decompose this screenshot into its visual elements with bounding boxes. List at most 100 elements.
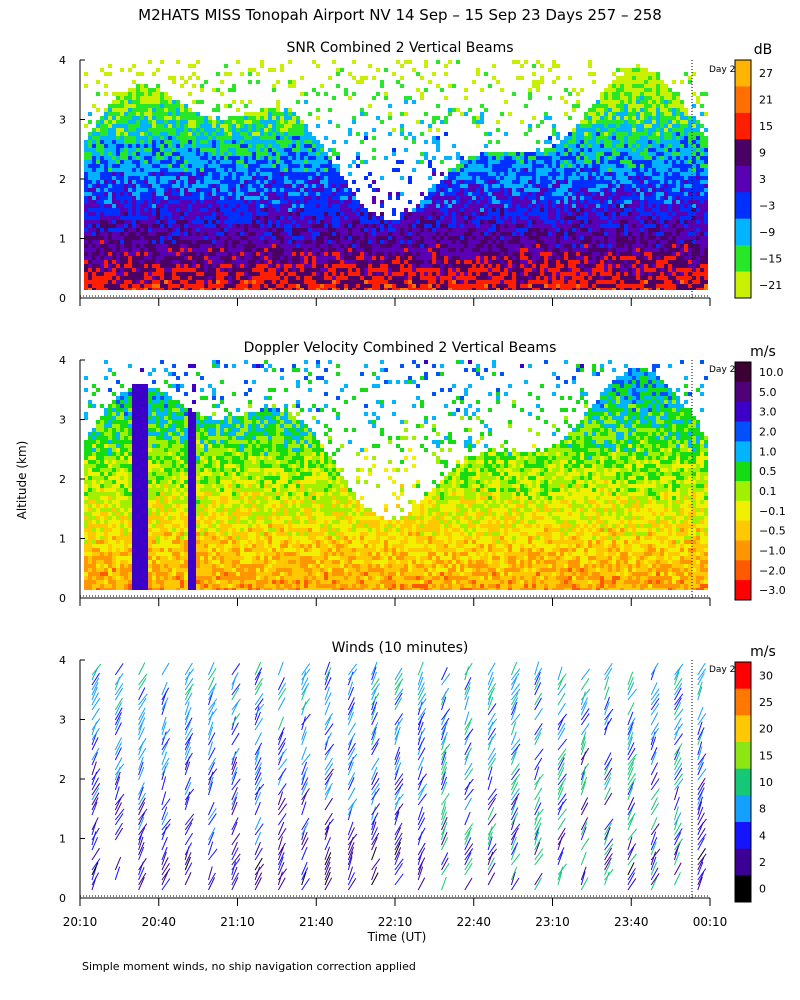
colorbar-label-2-8: 0 [759, 883, 766, 896]
colorbar-segment-1-3 [735, 421, 751, 442]
day-marker-label-1: Day 2 [709, 365, 735, 375]
y-tick-label-2-4: 4 [59, 654, 66, 667]
colorbar-label-1-10: −2.0 [759, 564, 786, 577]
day-marker-label-0: Day 2 [709, 65, 735, 75]
footer-note: Simple moment winds, no ship navigation … [82, 960, 416, 973]
x-tick-label-5: 22:40 [456, 915, 491, 929]
x-tick-label-7: 23:40 [614, 915, 649, 929]
colorbar-segment-2-3 [735, 742, 751, 770]
colorbar-frame-0 [734, 59, 752, 299]
colorbar-label-0-0: 27 [759, 67, 773, 80]
day-marker-label-2: Day 2 [709, 665, 735, 675]
colorbar-segment-2-6 [735, 822, 751, 850]
y-tick-label-1-4: 4 [59, 354, 66, 367]
colorbar-label-0-7: −15 [759, 252, 782, 265]
colorbar-segment-1-10 [735, 560, 751, 581]
colorbar-unit-0: dB [754, 42, 773, 58]
colorbar-label-2-4: 10 [759, 776, 773, 789]
y-tick-label-0-1: 1 [59, 233, 66, 246]
colorbar-segment-0-6 [735, 218, 751, 246]
colorbar-segment-2-0 [735, 662, 751, 690]
colorbar-label-2-2: 20 [759, 723, 773, 736]
heatmap-field-1 [84, 360, 708, 590]
colorbar-segment-1-9 [735, 540, 751, 561]
colorbar-segment-0-0 [735, 60, 751, 87]
colorbar-frame-1 [734, 361, 752, 601]
colorbar-segment-0-8 [735, 271, 751, 299]
colorbar-segment-0-3 [735, 139, 751, 167]
y-tick-label-1-1: 1 [59, 533, 66, 546]
y-tick-label-2-1: 1 [59, 833, 66, 846]
colorbar-segment-1-6 [735, 481, 751, 502]
y-tick-label-1-0: 0 [59, 592, 66, 605]
colorbar-label-1-5: 0.5 [759, 465, 777, 478]
colorbar-label-1-9: −1.0 [759, 544, 786, 557]
x-tick-label-0: 20:10 [63, 915, 98, 929]
colorbar-unit-2: m/s [750, 644, 776, 660]
y-tick-label-2-0: 0 [59, 892, 66, 905]
y-tick-label-0-4: 4 [59, 54, 66, 67]
colorbar-label-1-2: 3.0 [759, 406, 777, 419]
y-tick-label-0-3: 3 [59, 114, 66, 127]
colorbar-label-2-6: 4 [759, 829, 766, 842]
wind-barbs-2 [91, 661, 707, 891]
colorbar-segment-1-1 [735, 381, 751, 403]
colorbar-frame-2 [734, 661, 752, 903]
x-tick-label-3: 21:40 [299, 915, 334, 929]
colorbar-segment-0-1 [735, 86, 751, 114]
heatmap-field-0 [84, 60, 708, 290]
colorbar-label-1-4: 1.0 [759, 445, 777, 458]
colorbar-segment-2-7 [735, 848, 751, 876]
x-tick-label-4: 22:10 [378, 915, 413, 929]
colorbar-label-2-0: 30 [759, 669, 773, 682]
panel-title-1: Doppler Velocity Combined 2 Vertical Bea… [244, 340, 557, 356]
panel-1: Day 2 0 1 2 3 4 Doppler Velocity Combined 2 Ve… [59, 340, 786, 606]
panel-title-0: SNR Combined 2 Vertical Beams [286, 40, 513, 56]
colorbar-segment-1-4 [735, 441, 751, 462]
colorbar-segment-1-8 [735, 520, 751, 541]
colorbar-label-1-7: −0.1 [759, 505, 786, 518]
colorbar-label-2-1: 25 [759, 696, 773, 709]
shared-x-axis-label: Time (UT) [367, 930, 427, 944]
x-tick-label-6: 23:10 [535, 915, 570, 929]
x-tick-label-1: 20:40 [141, 915, 176, 929]
colorbar-segment-1-11 [735, 580, 751, 601]
colorbar-label-1-0: 10.0 [759, 366, 784, 379]
colorbar-segment-1-7 [735, 500, 751, 522]
colorbar-label-0-2: 15 [759, 120, 773, 133]
colorbar-segment-1-5 [735, 461, 751, 482]
panel-2: Day 2 0 1 2 3 4 20:10 20:40 21:10 21:40 22:10 22:40… [59, 640, 776, 929]
colorbar-segment-0-5 [735, 192, 751, 220]
colorbar-segment-1-0 [735, 362, 751, 383]
y-tick-label-1-2: 2 [59, 473, 66, 486]
colorbar-segment-2-5 [735, 795, 751, 823]
colorbar-label-0-6: −9 [759, 226, 775, 239]
panels-group: Day 2 0 1 2 3 4 SNR Combined 2 Vertical Beams 2… [59, 40, 786, 929]
colorbar-label-0-3: 9 [759, 147, 766, 160]
colorbar-segment-0-7 [735, 245, 751, 273]
colorbar-segment-1-2 [735, 401, 751, 422]
colorbar-segment-0-2 [735, 112, 751, 140]
colorbar-label-1-3: 2.0 [759, 425, 777, 438]
colorbar-label-1-1: 5.0 [759, 386, 777, 399]
colorbar-label-2-3: 15 [759, 749, 773, 762]
panel-title-2: Winds (10 minutes) [332, 640, 469, 656]
colorbar-label-0-5: −3 [759, 199, 775, 212]
colorbar-segment-0-4 [735, 165, 751, 193]
colorbar-label-1-8: −0.5 [759, 525, 786, 538]
colorbar-segment-2-1 [735, 688, 751, 716]
colorbar-segment-2-2 [735, 715, 751, 743]
y-tick-label-2-2: 2 [59, 773, 66, 786]
panel-0: Day 2 0 1 2 3 4 SNR Combined 2 Vertical Beams 2… [59, 40, 782, 306]
y-tick-label-0-2: 2 [59, 173, 66, 186]
y-tick-label-0-0: 0 [59, 292, 66, 305]
figure-title: M2HATS MISS Tonopah Airport NV 14 Sep – … [138, 6, 662, 24]
y-tick-label-2-3: 3 [59, 714, 66, 727]
colorbar-label-2-5: 8 [759, 803, 766, 816]
shared-y-axis-label: Altitude (km) [15, 441, 29, 520]
x-tick-label-2: 21:10 [220, 915, 255, 929]
colorbar-label-1-11: −3.0 [759, 584, 786, 597]
colorbar-label-0-4: 3 [759, 173, 766, 186]
colorbar-label-2-7: 2 [759, 856, 766, 869]
